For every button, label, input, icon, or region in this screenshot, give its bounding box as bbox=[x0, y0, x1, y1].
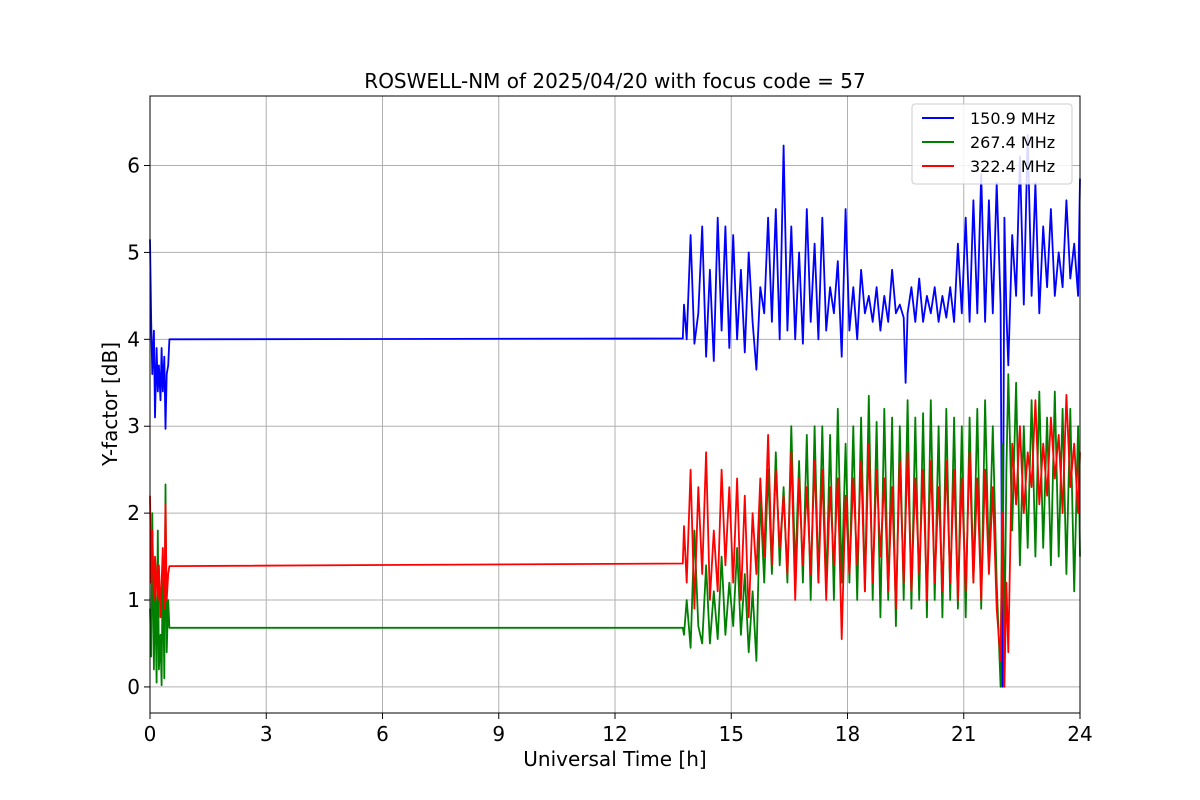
x-tick-label: 21 bbox=[951, 722, 976, 746]
y-tick-label: 6 bbox=[127, 154, 140, 178]
series-line-3 bbox=[149, 393, 1081, 688]
legend-label: 267.4 MHz bbox=[970, 133, 1055, 152]
y-axis-ticks: 0 1 2 3 4 5 6 bbox=[127, 154, 150, 699]
legend: 150.9 MHz 267.4 MHz 322.4 MHz bbox=[911, 103, 1073, 185]
x-tick-label: 0 bbox=[144, 722, 157, 746]
y-tick-label: 1 bbox=[127, 588, 140, 612]
y-tick-label: 4 bbox=[127, 327, 140, 351]
legend-label: 322.4 MHz bbox=[970, 157, 1055, 176]
x-tick-label: 3 bbox=[260, 722, 273, 746]
x-axis-ticks: 0 3 6 9 12 15 18 21 24 bbox=[144, 713, 1093, 746]
x-axis-label: Universal Time [h] bbox=[523, 747, 706, 771]
x-tick-label: 9 bbox=[492, 722, 505, 746]
series-line-1 bbox=[149, 134, 1081, 688]
y-tick-label: 2 bbox=[127, 501, 140, 525]
chart-title: ROSWELL-NM of 2025/04/20 with focus code… bbox=[364, 69, 865, 93]
x-tick-label: 15 bbox=[719, 722, 744, 746]
x-tick-label: 6 bbox=[376, 722, 389, 746]
y-tick-label: 5 bbox=[127, 240, 140, 264]
y-tick-label: 0 bbox=[127, 675, 140, 699]
x-tick-label: 12 bbox=[602, 722, 627, 746]
y-axis-label: Y-factor [dB] bbox=[98, 342, 122, 467]
x-tick-label: 24 bbox=[1067, 722, 1092, 746]
y-tick-label: 3 bbox=[127, 414, 140, 438]
legend-label: 150.9 MHz bbox=[970, 109, 1055, 128]
legend-box bbox=[911, 103, 1073, 185]
x-tick-label: 18 bbox=[835, 722, 860, 746]
plot-area-series bbox=[149, 134, 1081, 688]
